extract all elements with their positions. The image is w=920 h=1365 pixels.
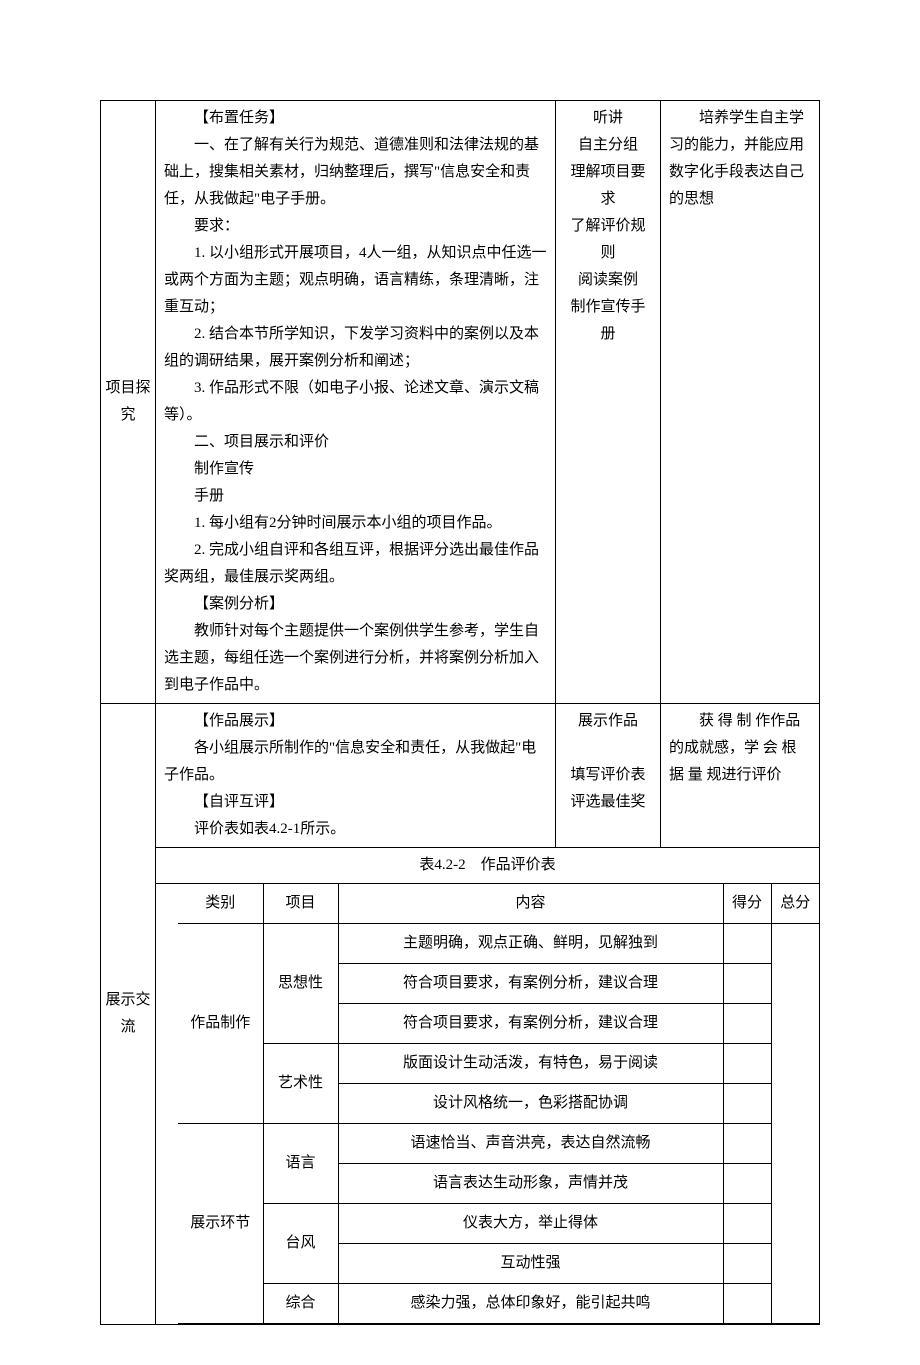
rubric-proj: 综合 [263, 1284, 338, 1324]
rubric-table: 类别 项目 内容 得分 总分 作品制作思想性主题明确，观点正确、鲜明，见解独到符… [178, 884, 819, 1324]
rubric-table-wrap: 类别 项目 内容 得分 总分 作品制作思想性主题明确，观点正确、鲜明，见解独到符… [156, 884, 819, 1325]
section-label-project: 项目探究 [101, 101, 156, 703]
rubric-content: 互动性强 [338, 1244, 723, 1284]
hdr-proj: 项目 [263, 884, 338, 924]
task-req2: 2. 结合本节所学知识，下发学习资料中的案例以及本组的调研结果，展开案例分析和阐… [164, 321, 547, 375]
hdr-score: 得分 [723, 884, 771, 924]
rubric-proj: 思想性 [263, 924, 338, 1044]
rubric-score-cell [723, 1284, 771, 1324]
rubric-row: 综合感染力强，总体印象好，能引起共鸣 [178, 1284, 819, 1324]
row-project-inquiry: 项目探究 【布置任务】 一、在了解有关行为规范、道德准则和法律法规的基础上，搜集… [101, 101, 819, 704]
case-p: 教师针对每个主题提供一个案例供学生参考，学生自选主题，每组任选一个案例进行分析，… [164, 618, 547, 699]
task-p2b: 制作宣传 [164, 456, 547, 483]
rubric-content: 版面设计生动活泼，有特色，易于阅读 [338, 1044, 723, 1084]
work-p: 各小组展示所制作的"信息安全和责任，从我做起"电子作品。 [164, 735, 547, 789]
rubric-header-row: 类别 项目 内容 得分 总分 [178, 884, 819, 924]
rubric-score-cell [723, 1204, 771, 1244]
rubric-row: 艺术性版面设计生动活泼，有特色，易于阅读 [178, 1044, 819, 1084]
rubric-score-cell [723, 1124, 771, 1164]
rubric-total-cell [771, 924, 819, 1324]
task-p2a: 二、项目展示和评价 [164, 429, 547, 456]
task-p2c: 手册 [164, 483, 547, 510]
showcase-content: 【作品展示】 各小组展示所制作的"信息安全和责任，从我做起"电子作品。 【自评互… [156, 704, 556, 847]
section-activity-project: 听讲 自主分组 理解项目要求 了解评价规则 阅读案例 制作宣传手册 [556, 101, 661, 703]
rubric-score-cell [723, 1244, 771, 1284]
rubric-score-cell [723, 924, 771, 964]
case-heading: 【案例分析】 [164, 591, 547, 618]
eval-heading: 【自评互评】 [164, 789, 547, 816]
task-p1: 一、在了解有关行为规范、道德准则和法律法规的基础上，搜集相关素材，归纳整理后，撰… [164, 132, 547, 213]
rubric-content: 感染力强，总体印象好，能引起共鸣 [338, 1284, 723, 1324]
task-req1: 1. 以小组形式开展项目，4人一组，从知识点中任选一或两个方面为主题；观点明确，… [164, 240, 547, 321]
section-label-showcase: 展示交流 [101, 704, 156, 1325]
showcase-purpose: 获 得 制 作作品的成就感，学 会 根 据 量 规进行评价 [661, 704, 819, 847]
rubric-content: 主题明确，观点正确、鲜明，见解独到 [338, 924, 723, 964]
hdr-content: 内容 [338, 884, 723, 924]
rubric-score-cell [723, 1084, 771, 1124]
rubric-content: 设计风格统一，色彩搭配协调 [338, 1084, 723, 1124]
rubric-score-cell [723, 1044, 771, 1084]
rubric-proj: 语言 [263, 1124, 338, 1204]
work-heading: 【作品展示】 [164, 708, 547, 735]
task-heading: 【布置任务】 [164, 105, 547, 132]
task-show1: 1. 每小组有2分钟时间展示本小组的项目作品。 [164, 510, 547, 537]
rubric-row: 展示环节语言语速恰当、声音洪亮，表达自然流畅 [178, 1124, 819, 1164]
rubric-cat: 作品制作 [178, 924, 263, 1124]
rubric-content: 仪表大方，举止得体 [338, 1204, 723, 1244]
rubric-caption: 表4.2-2 作品评价表 [156, 848, 819, 883]
row-showcase: 展示交流 【作品展示】 各小组展示所制作的"信息安全和责任，从我做起"电子作品。… [101, 704, 819, 1325]
section-content-project: 【布置任务】 一、在了解有关行为规范、道德准则和法律法规的基础上，搜集相关素材，… [156, 101, 556, 703]
rubric-proj: 台风 [263, 1204, 338, 1284]
section-purpose-project: 培养学生自主学习的能力，并能应用数字化手段表达自己的思想 [661, 101, 819, 703]
rubric-proj: 艺术性 [263, 1044, 338, 1124]
eval-p: 评价表如表4.2-1所示。 [164, 816, 547, 843]
showcase-top-row: 【作品展示】 各小组展示所制作的"信息安全和责任，从我做起"电子作品。 【自评互… [156, 704, 819, 848]
rubric-score-cell [723, 964, 771, 1004]
task-show2: 2. 完成小组自评和各组互评，根据评分选出最佳作品奖两组，最佳展示奖两组。 [164, 537, 547, 591]
rubric-content: 符合项目要求，有案例分析，建议合理 [338, 964, 723, 1004]
rubric-score-cell [723, 1004, 771, 1044]
hdr-total: 总分 [771, 884, 819, 924]
rubric-score-cell [723, 1164, 771, 1204]
lesson-plan-table: 项目探究 【布置任务】 一、在了解有关行为规范、道德准则和法律法规的基础上，搜集… [100, 100, 820, 1325]
rubric-row: 作品制作思想性主题明确，观点正确、鲜明，见解独到 [178, 924, 819, 964]
rubric-row: 台风仪表大方，举止得体 [178, 1204, 819, 1244]
rubric-content: 语言表达生动形象，声情并茂 [338, 1164, 723, 1204]
rubric-caption-row: 表4.2-2 作品评价表 [156, 848, 819, 884]
task-req-label: 要求： [164, 213, 547, 240]
rubric-cat: 展示环节 [178, 1124, 263, 1324]
showcase-activity: 展示作品 填写评价表 评选最佳奖 [556, 704, 661, 847]
hdr-cat: 类别 [178, 884, 263, 924]
task-req3: 3. 作品形式不限（如电子小报、论述文章、演示文稿等）。 [164, 375, 547, 429]
rubric-content: 符合项目要求，有案例分析，建议合理 [338, 1004, 723, 1044]
rubric-content: 语速恰当、声音洪亮，表达自然流畅 [338, 1124, 723, 1164]
